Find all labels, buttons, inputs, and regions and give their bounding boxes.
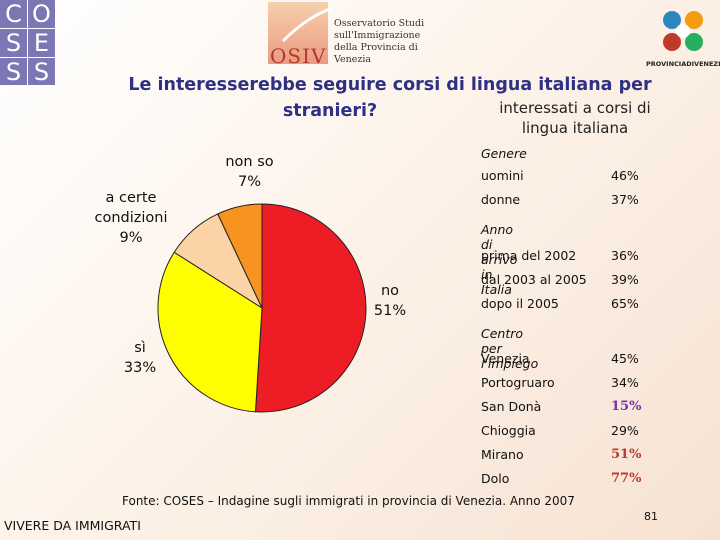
source-note: Fonte: COSES – Indagine sugli immigrati … (122, 494, 575, 508)
pie-label-text: a certe condizioni (94, 190, 168, 226)
row-value: 36% (611, 248, 639, 263)
pie-label-text: sì (134, 340, 146, 356)
row-value: 45% (611, 351, 639, 366)
chart-title-line2: stranieri? (282, 101, 378, 121)
row-label: San Donà (481, 399, 542, 414)
table-row: dopo il 2005 65% (481, 296, 681, 316)
table-row: donne 37% (481, 192, 681, 212)
pie-slice-non-so (217, 203, 263, 309)
pie-label-no: no 51% (360, 281, 420, 321)
row-label: Venezia (481, 351, 530, 366)
pie-slice-sì (157, 251, 263, 413)
table-row: prima del 2002 36% (481, 248, 681, 268)
chart-title: Le interesserebbe seguire corsi di lingu… (100, 72, 680, 124)
row-label: Portogruaro (481, 375, 555, 390)
provincia-name: PROVINCIADIVENEZIA (646, 60, 720, 68)
row-value: 46% (611, 168, 639, 183)
coses-letter: O (28, 0, 56, 29)
table-row: Dolo 77% (481, 471, 681, 491)
section-title: Anno di arrivo in Italia (481, 222, 518, 297)
table-row: dal 2003 al 2005 39% (481, 272, 681, 292)
row-label: prima del 2002 (481, 248, 577, 263)
pie-label-non-so: non so 7% (212, 152, 287, 192)
pie-label-value: 9% (119, 230, 143, 246)
coses-letter: C (0, 0, 28, 29)
table-row: uomini 46% (481, 168, 681, 188)
osiv-abbrev: OSIV (270, 44, 327, 68)
coses-letter: E (28, 29, 56, 58)
provincia-logo: PROVINCIADIVENEZIA (646, 4, 720, 68)
pie-label-a-certe-condizioni: a certe condizioni 9% (86, 188, 176, 248)
pie-label-value: 33% (123, 360, 157, 376)
section-title: Centro per l'impiego (481, 326, 539, 371)
row-value: 65% (611, 296, 639, 311)
row-label: dal 2003 al 2005 (481, 272, 587, 287)
row-value: 15% (611, 399, 642, 414)
pie-label-text: non so (225, 154, 274, 170)
pie-label-value: 51% (373, 303, 407, 319)
coses-letter: S (28, 58, 56, 87)
row-value: 37% (611, 192, 639, 207)
table-row: Venezia 45% (481, 351, 681, 371)
page-number: 81 (644, 510, 658, 523)
row-label: dopo il 2005 (481, 296, 559, 311)
table-row: San Donà 15% (481, 399, 681, 419)
osiv-logo: OSIV Osservatorio Studi sull'Immigrazion… (268, 2, 448, 68)
provincia-emblem-icon (663, 11, 703, 51)
row-label: donne (481, 192, 521, 207)
row-value: 29% (611, 423, 639, 438)
coses-logo: C O S E S S (0, 0, 56, 87)
table-row: Chioggia 29% (481, 423, 681, 443)
table-row: Mirano 51% (481, 447, 681, 467)
pie-label-si: sì 33% (110, 338, 170, 378)
section-title: Genere (481, 146, 527, 161)
row-label: uomini (481, 168, 524, 183)
table-heading-line1: interessati a corsi di (499, 99, 651, 117)
pie-label-value: 7% (237, 174, 261, 190)
coses-letter: S (0, 58, 28, 87)
row-value: 34% (611, 375, 639, 390)
osiv-swoosh-icon (281, 6, 334, 43)
osiv-emblem (268, 2, 328, 64)
table-heading: interessati a corsi di lingua italiana (480, 98, 670, 138)
row-value: 39% (611, 272, 639, 287)
row-label: Dolo (481, 471, 510, 486)
coses-letter: S (0, 29, 28, 58)
row-label: Mirano (481, 447, 524, 462)
row-label: Chioggia (481, 423, 536, 438)
table-heading-line2: lingua italiana (521, 119, 629, 137)
table-row: Portogruaro 34% (481, 375, 681, 395)
row-value: 51% (611, 447, 642, 462)
chart-title-line1: Le interesserebbe seguire corsi di lingu… (128, 75, 652, 95)
pie-slice-no (254, 203, 367, 413)
footer-title: VIVERE DA IMMIGRATI (4, 518, 141, 533)
pie-label-text: no (380, 283, 400, 299)
row-value: 77% (611, 471, 642, 486)
osiv-fullname: Osservatorio Studi sull'Immigrazione del… (334, 18, 425, 65)
